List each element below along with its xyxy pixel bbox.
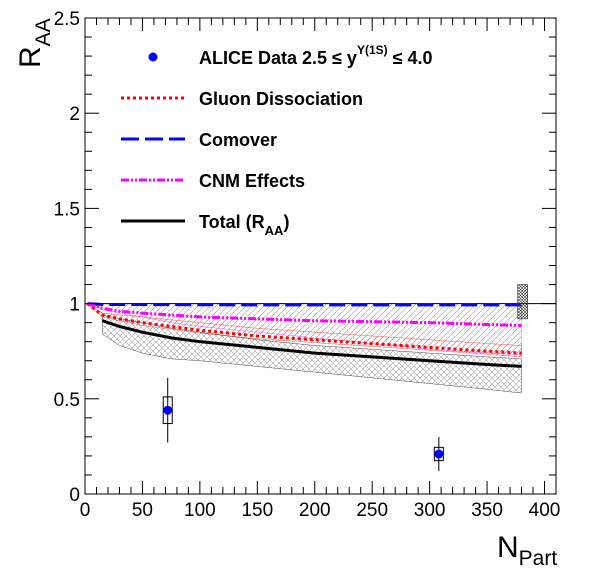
y-axis-ticks: 0 0.5 1 1.5 2 2.5: [54, 9, 556, 506]
y-tick-label: 0.5: [54, 390, 80, 411]
x-axis-title: NPart: [497, 531, 557, 570]
series-line-gluon-dissociation: [86, 302, 522, 355]
x-tick-label: 250: [356, 500, 388, 521]
y-axis-title: RAA: [14, 18, 55, 68]
x-tick-label: 400: [529, 500, 561, 521]
x-tick-label: 50: [132, 500, 153, 521]
x-tick-label: 200: [299, 500, 331, 521]
x-axis-ticks: 0 50 100 150 200 250 300 350 400: [80, 18, 561, 521]
series-line-total-raa: [101, 319, 522, 368]
plot-frame: [84, 17, 557, 495]
data-point-1: [163, 405, 173, 415]
x-tick-label: 0: [80, 500, 91, 521]
model-curves: [86, 302, 522, 368]
y-tick-label: 0: [69, 485, 80, 506]
legend-label-cnm: CNM Effects: [199, 171, 305, 191]
y-tick-label: 1.5: [54, 199, 80, 220]
x-tick-label: 100: [184, 500, 216, 521]
global-uncertainty-rect: [517, 284, 528, 320]
legend-label-gluon: Gluon Dissociation: [199, 89, 363, 109]
y-tick-label: 1: [69, 295, 80, 316]
y-tick-label: 2.5: [54, 9, 80, 30]
alice-data-points: [162, 377, 444, 472]
series-line-comover: [87, 302, 522, 307]
y-tick-label: 2: [69, 104, 80, 125]
legend-label-total: Total (RAA): [199, 212, 289, 238]
data-point-2: [434, 449, 444, 459]
x-tick-label: 350: [471, 500, 503, 521]
legend-label-data: ALICE Data 2.5 ≤ yΥ(1S) ≤ 4.0: [199, 43, 433, 68]
x-tick-label: 150: [241, 500, 273, 521]
series-line-cnm-effects: [86, 302, 522, 327]
legend: ALICE Data 2.5 ≤ yΥ(1S) ≤ 4.0 Gluon Diss…: [121, 43, 433, 238]
x-tick-label: 300: [414, 500, 446, 521]
global-uncertainty-box: [517, 284, 528, 320]
legend-label-comover: Comover: [199, 130, 277, 150]
legend-marker-data: [148, 52, 158, 62]
